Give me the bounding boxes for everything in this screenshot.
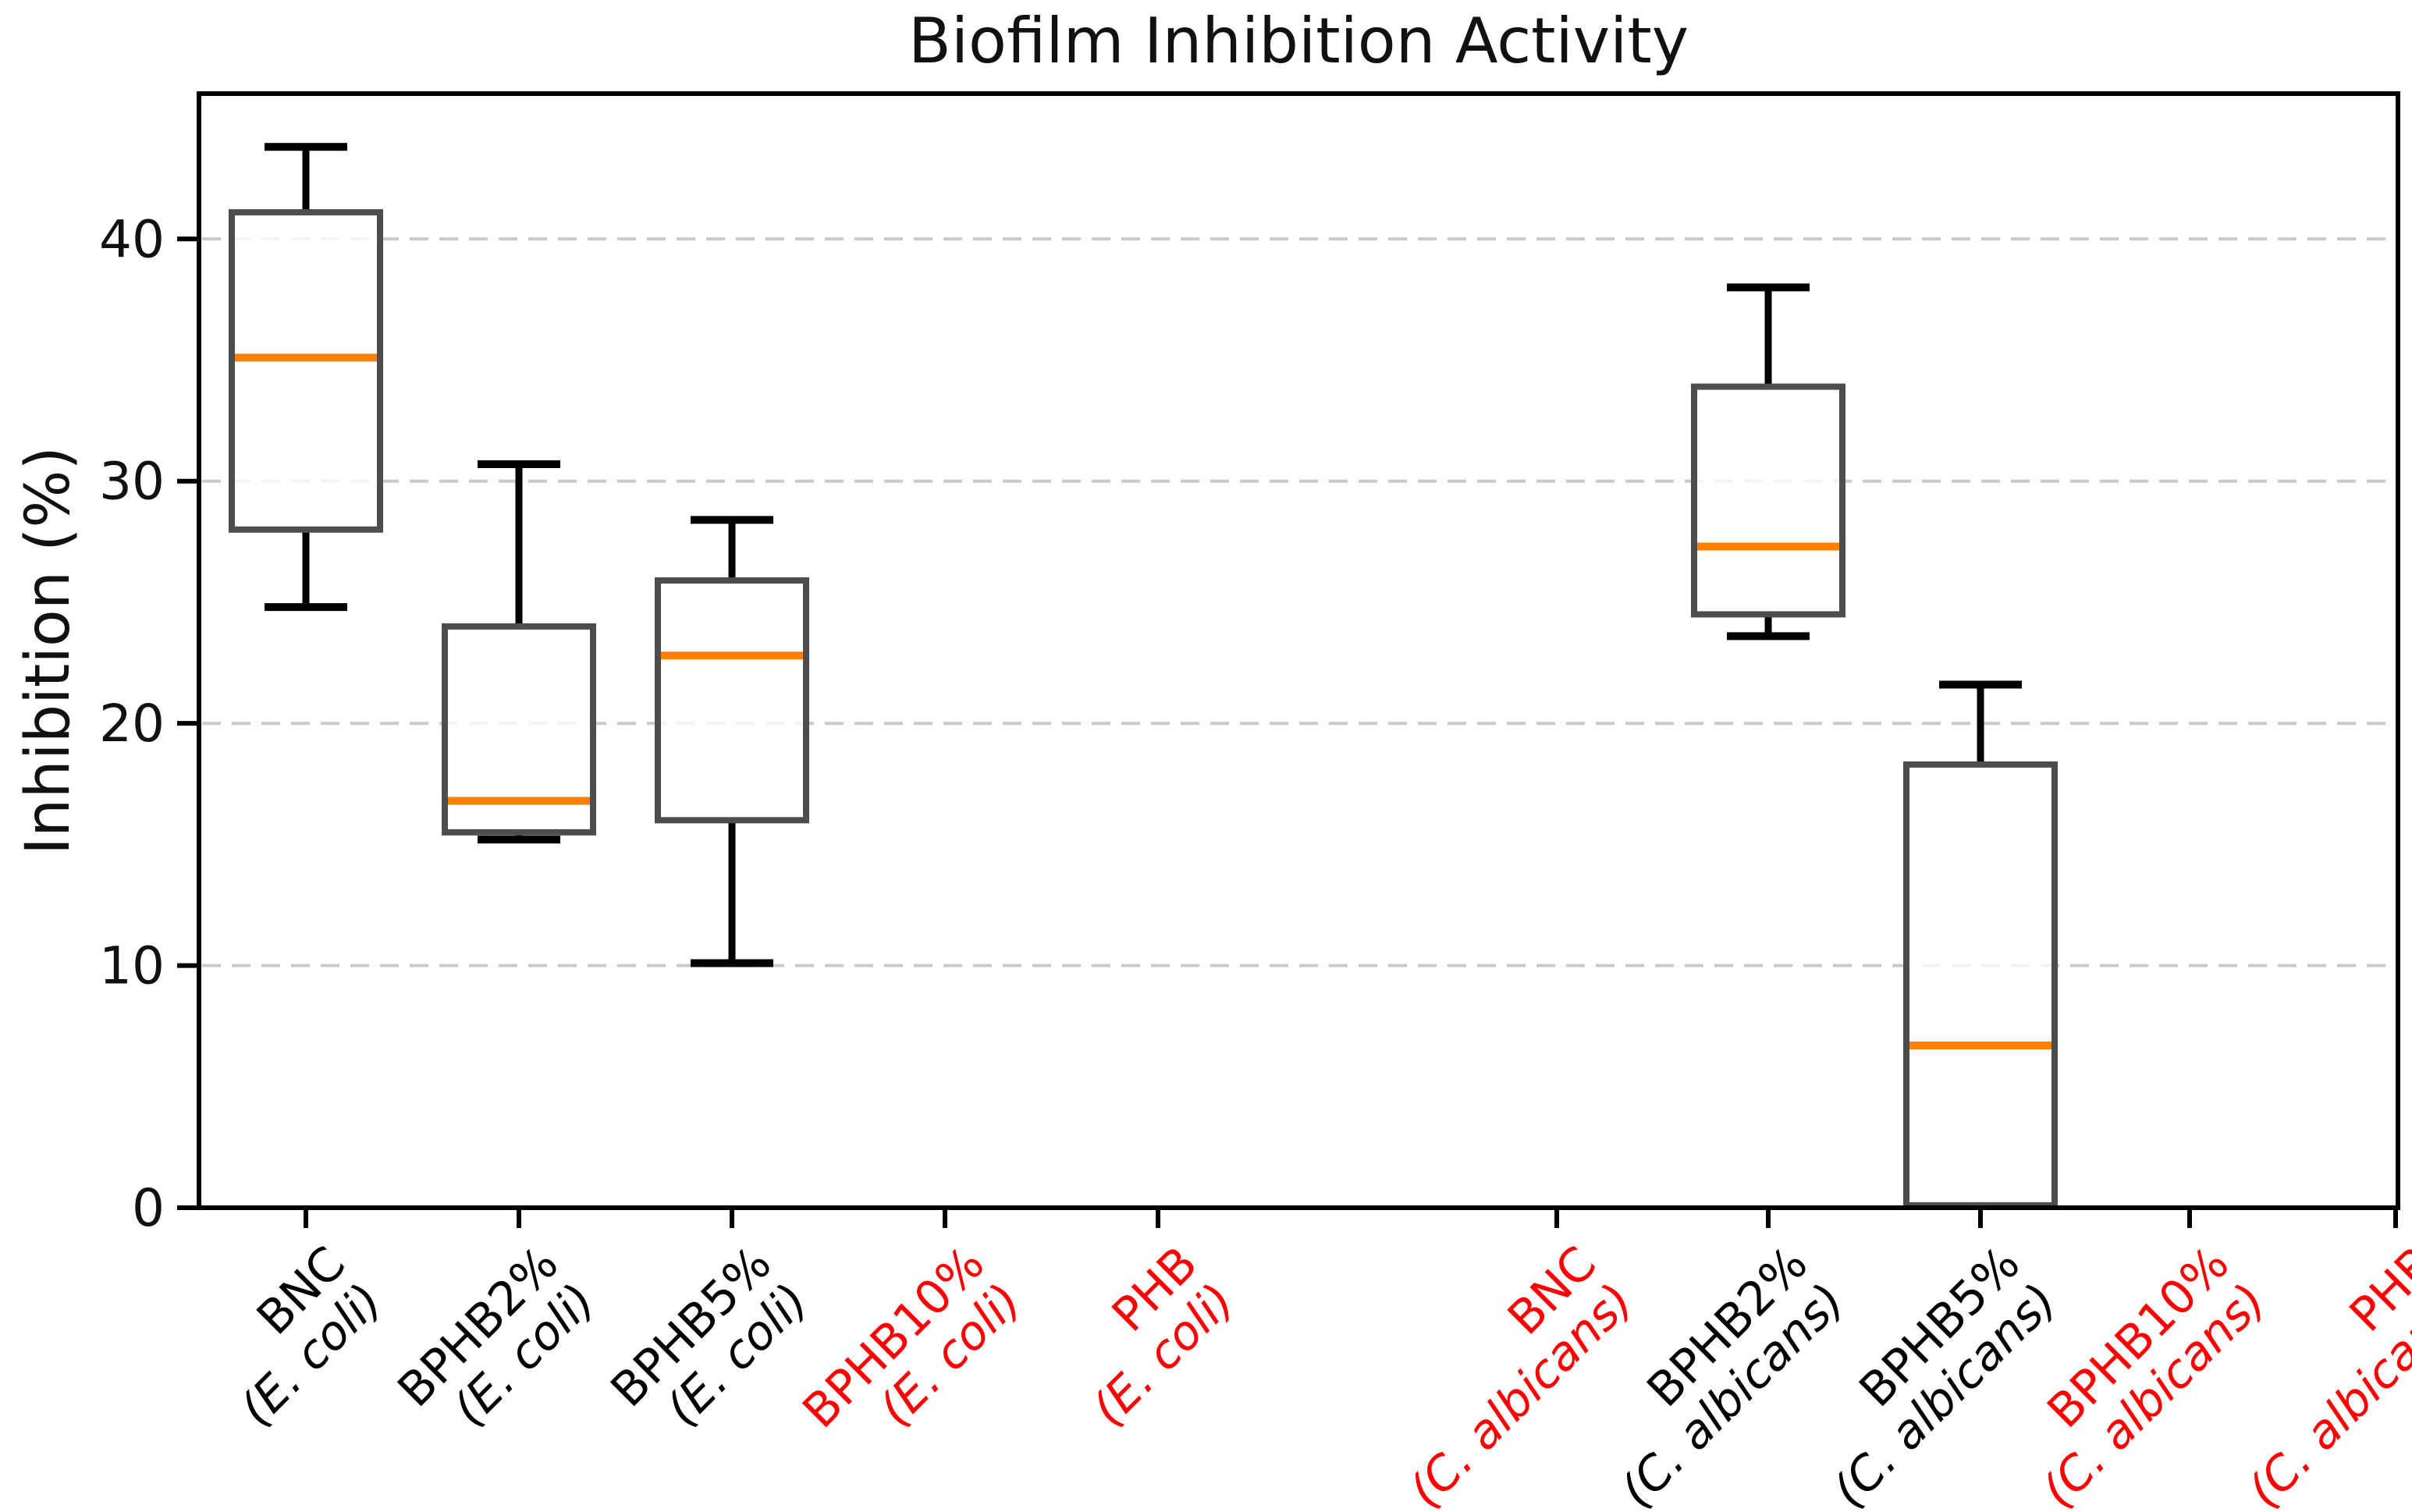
box-bphb2pct-6-iqr bbox=[1691, 383, 1845, 618]
box-bphb5pct-2-iqr bbox=[655, 577, 809, 824]
axes-frame bbox=[197, 91, 2400, 1210]
box-bphb5pct-7-iqr bbox=[1903, 761, 2058, 1209]
y-tick-label-40: 40 bbox=[99, 209, 165, 269]
y-tick-label-20: 20 bbox=[99, 694, 165, 754]
y-tick-label-30: 30 bbox=[99, 452, 165, 512]
y-tick-label-10: 10 bbox=[99, 936, 165, 996]
chart-title: Biofilm Inhibition Activity bbox=[908, 5, 1689, 77]
box-bnc-0-iqr bbox=[229, 209, 383, 533]
y-tick-label-0: 0 bbox=[132, 1178, 165, 1238]
